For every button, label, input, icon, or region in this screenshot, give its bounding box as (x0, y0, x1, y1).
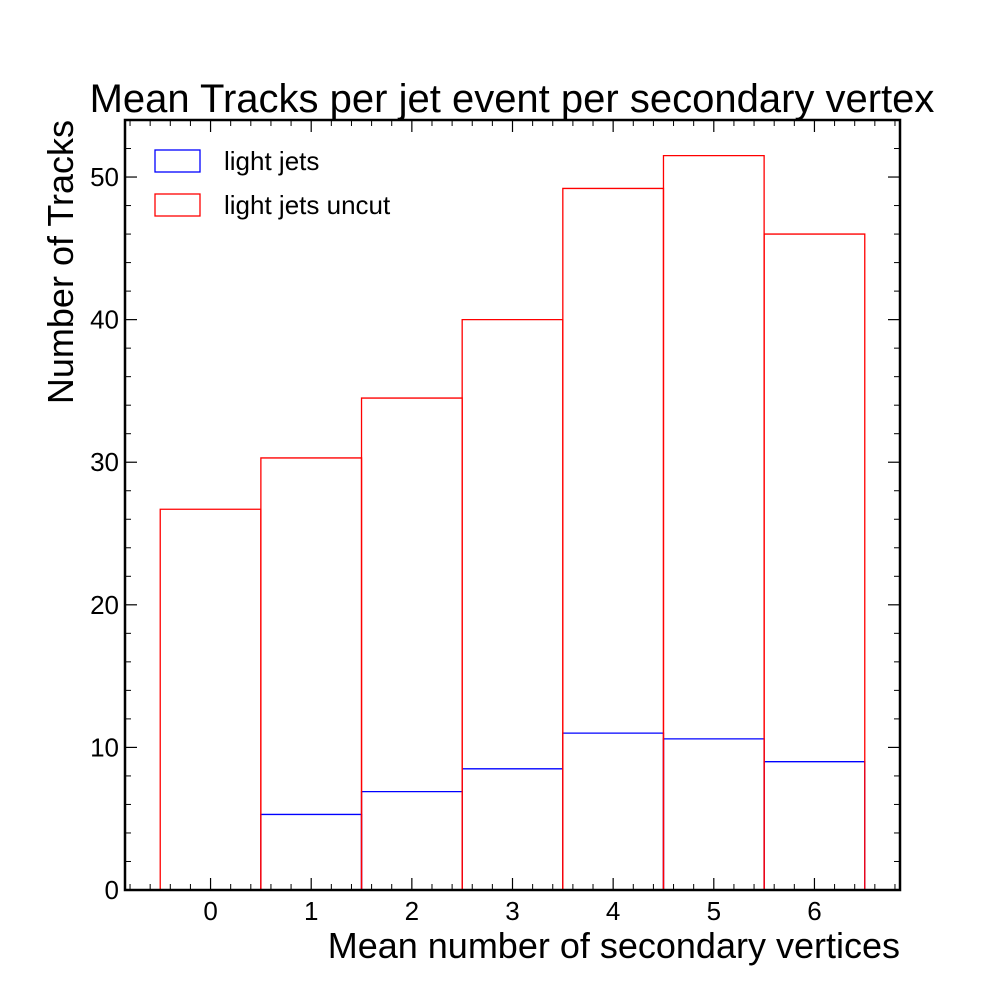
x-axis-label: Mean number of secondary vertices (328, 925, 900, 966)
y-axis-label: Number of Tracks (40, 120, 81, 404)
x-tick-label: 6 (807, 896, 821, 926)
bar-series0-bin5 (662, 738, 765, 890)
axis-ticks: 0 1 2 3 4 5 6 0 10 20 30 40 50 (90, 119, 900, 926)
legend-swatch-0 (154, 149, 201, 173)
y-tick-label: 0 (105, 875, 119, 905)
legend-label-1: light jets uncut (224, 190, 391, 220)
bar-series1-bin2 (360, 397, 463, 890)
x-tick-label: 5 (707, 896, 721, 926)
bar-series1-bin6 (763, 233, 866, 890)
bar-series1-bin3 (461, 318, 564, 890)
histogram-bars (159, 154, 866, 891)
bar-series1-bin1 (260, 457, 363, 890)
x-tick-label: 2 (405, 896, 419, 926)
legend-label-0: light jets (224, 146, 319, 176)
x-tick-label: 4 (606, 896, 620, 926)
y-tick-label: 10 (90, 732, 119, 762)
x-tick-label: 0 (203, 896, 217, 926)
bar-series0-bin3 (461, 768, 564, 890)
bar-series0-bin6 (763, 761, 866, 890)
bar-series0-bin2 (360, 790, 463, 890)
legend: light jets light jets uncut (154, 146, 391, 220)
bar-series1-bin0 (159, 508, 262, 890)
y-tick-label: 20 (90, 590, 119, 620)
x-tick-label: 3 (505, 896, 519, 926)
plot-frame (123, 118, 902, 892)
bar-series1-bin4 (562, 187, 665, 890)
y-tick-label: 40 (90, 305, 119, 335)
bar-series1-bin5 (662, 154, 765, 890)
x-tick-label: 1 (304, 896, 318, 926)
y-tick-label: 50 (90, 162, 119, 192)
chart-title: Mean Tracks per jet event per secondary … (90, 77, 935, 121)
bar-series0-bin4 (562, 732, 665, 890)
y-tick-label: 30 (90, 447, 119, 477)
legend-swatch-1 (154, 193, 201, 217)
